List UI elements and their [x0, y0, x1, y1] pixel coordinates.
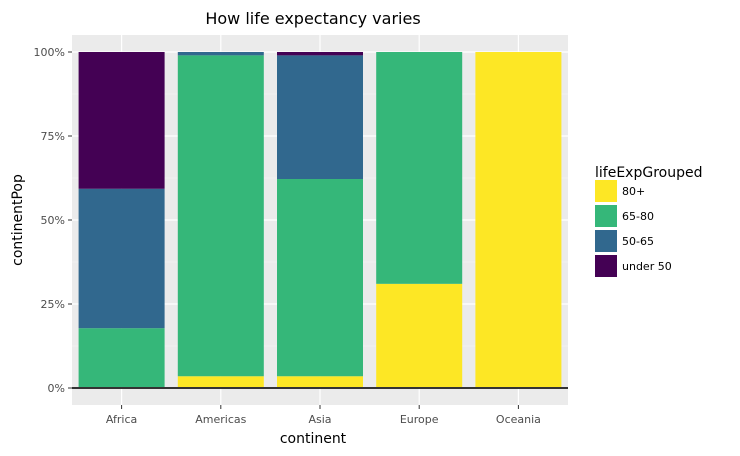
- bar-americas-80-: [177, 376, 264, 388]
- legend-swatch: [595, 230, 617, 252]
- y-tick-label: 100%: [34, 46, 65, 59]
- y-axis-title: continentPop: [10, 174, 26, 266]
- bar-oceania-80-: [475, 52, 562, 388]
- y-tick-label: 0%: [48, 382, 65, 395]
- bar-americas-65-80: [177, 55, 264, 377]
- chart-title: How life expectancy varies: [205, 9, 420, 28]
- bar-europe-80-: [376, 283, 463, 388]
- legend-swatch: [595, 255, 617, 277]
- bar-asia-80-: [277, 376, 363, 388]
- y-tick-label: 75%: [41, 130, 65, 143]
- legend-swatch: [595, 205, 617, 227]
- bar-africa-50-65: [78, 188, 165, 329]
- legend-swatch: [595, 180, 617, 202]
- y-tick-label: 25%: [41, 298, 65, 311]
- legend-label: 65-80: [622, 210, 654, 223]
- y-tick-label: 50%: [41, 214, 65, 227]
- legend: lifeExpGrouped 80+ 65-80 50-65 under 50: [595, 165, 702, 277]
- y-axis-ticks: 0% 25% 50% 75% 100%: [34, 46, 72, 395]
- bar-europe-65-80: [376, 52, 463, 284]
- x-tick-label: Americas: [195, 413, 246, 426]
- bars: [78, 52, 562, 388]
- x-tick-label: Asia: [308, 413, 331, 426]
- legend-label: under 50: [622, 260, 672, 273]
- bar-americas-50-65: [177, 52, 264, 56]
- bar-asia-50-65: [277, 55, 363, 180]
- x-tick-label: Europe: [400, 413, 439, 426]
- x-axis-title: continent: [280, 431, 347, 447]
- bar-asia-under-50: [277, 52, 363, 56]
- bar-africa-65-80: [78, 328, 165, 388]
- legend-items: 80+ 65-80 50-65 under 50: [595, 180, 672, 277]
- x-tick-label: Oceania: [496, 413, 541, 426]
- legend-title: lifeExpGrouped: [595, 165, 702, 181]
- legend-label: 50-65: [622, 235, 654, 248]
- bar-asia-65-80: [277, 179, 363, 377]
- x-axis-ticks: Africa Americas Asia Europe Oceania: [106, 405, 541, 426]
- bar-africa-under-50: [78, 52, 165, 189]
- x-tick-label: Africa: [106, 413, 137, 426]
- legend-label: 80+: [622, 185, 645, 198]
